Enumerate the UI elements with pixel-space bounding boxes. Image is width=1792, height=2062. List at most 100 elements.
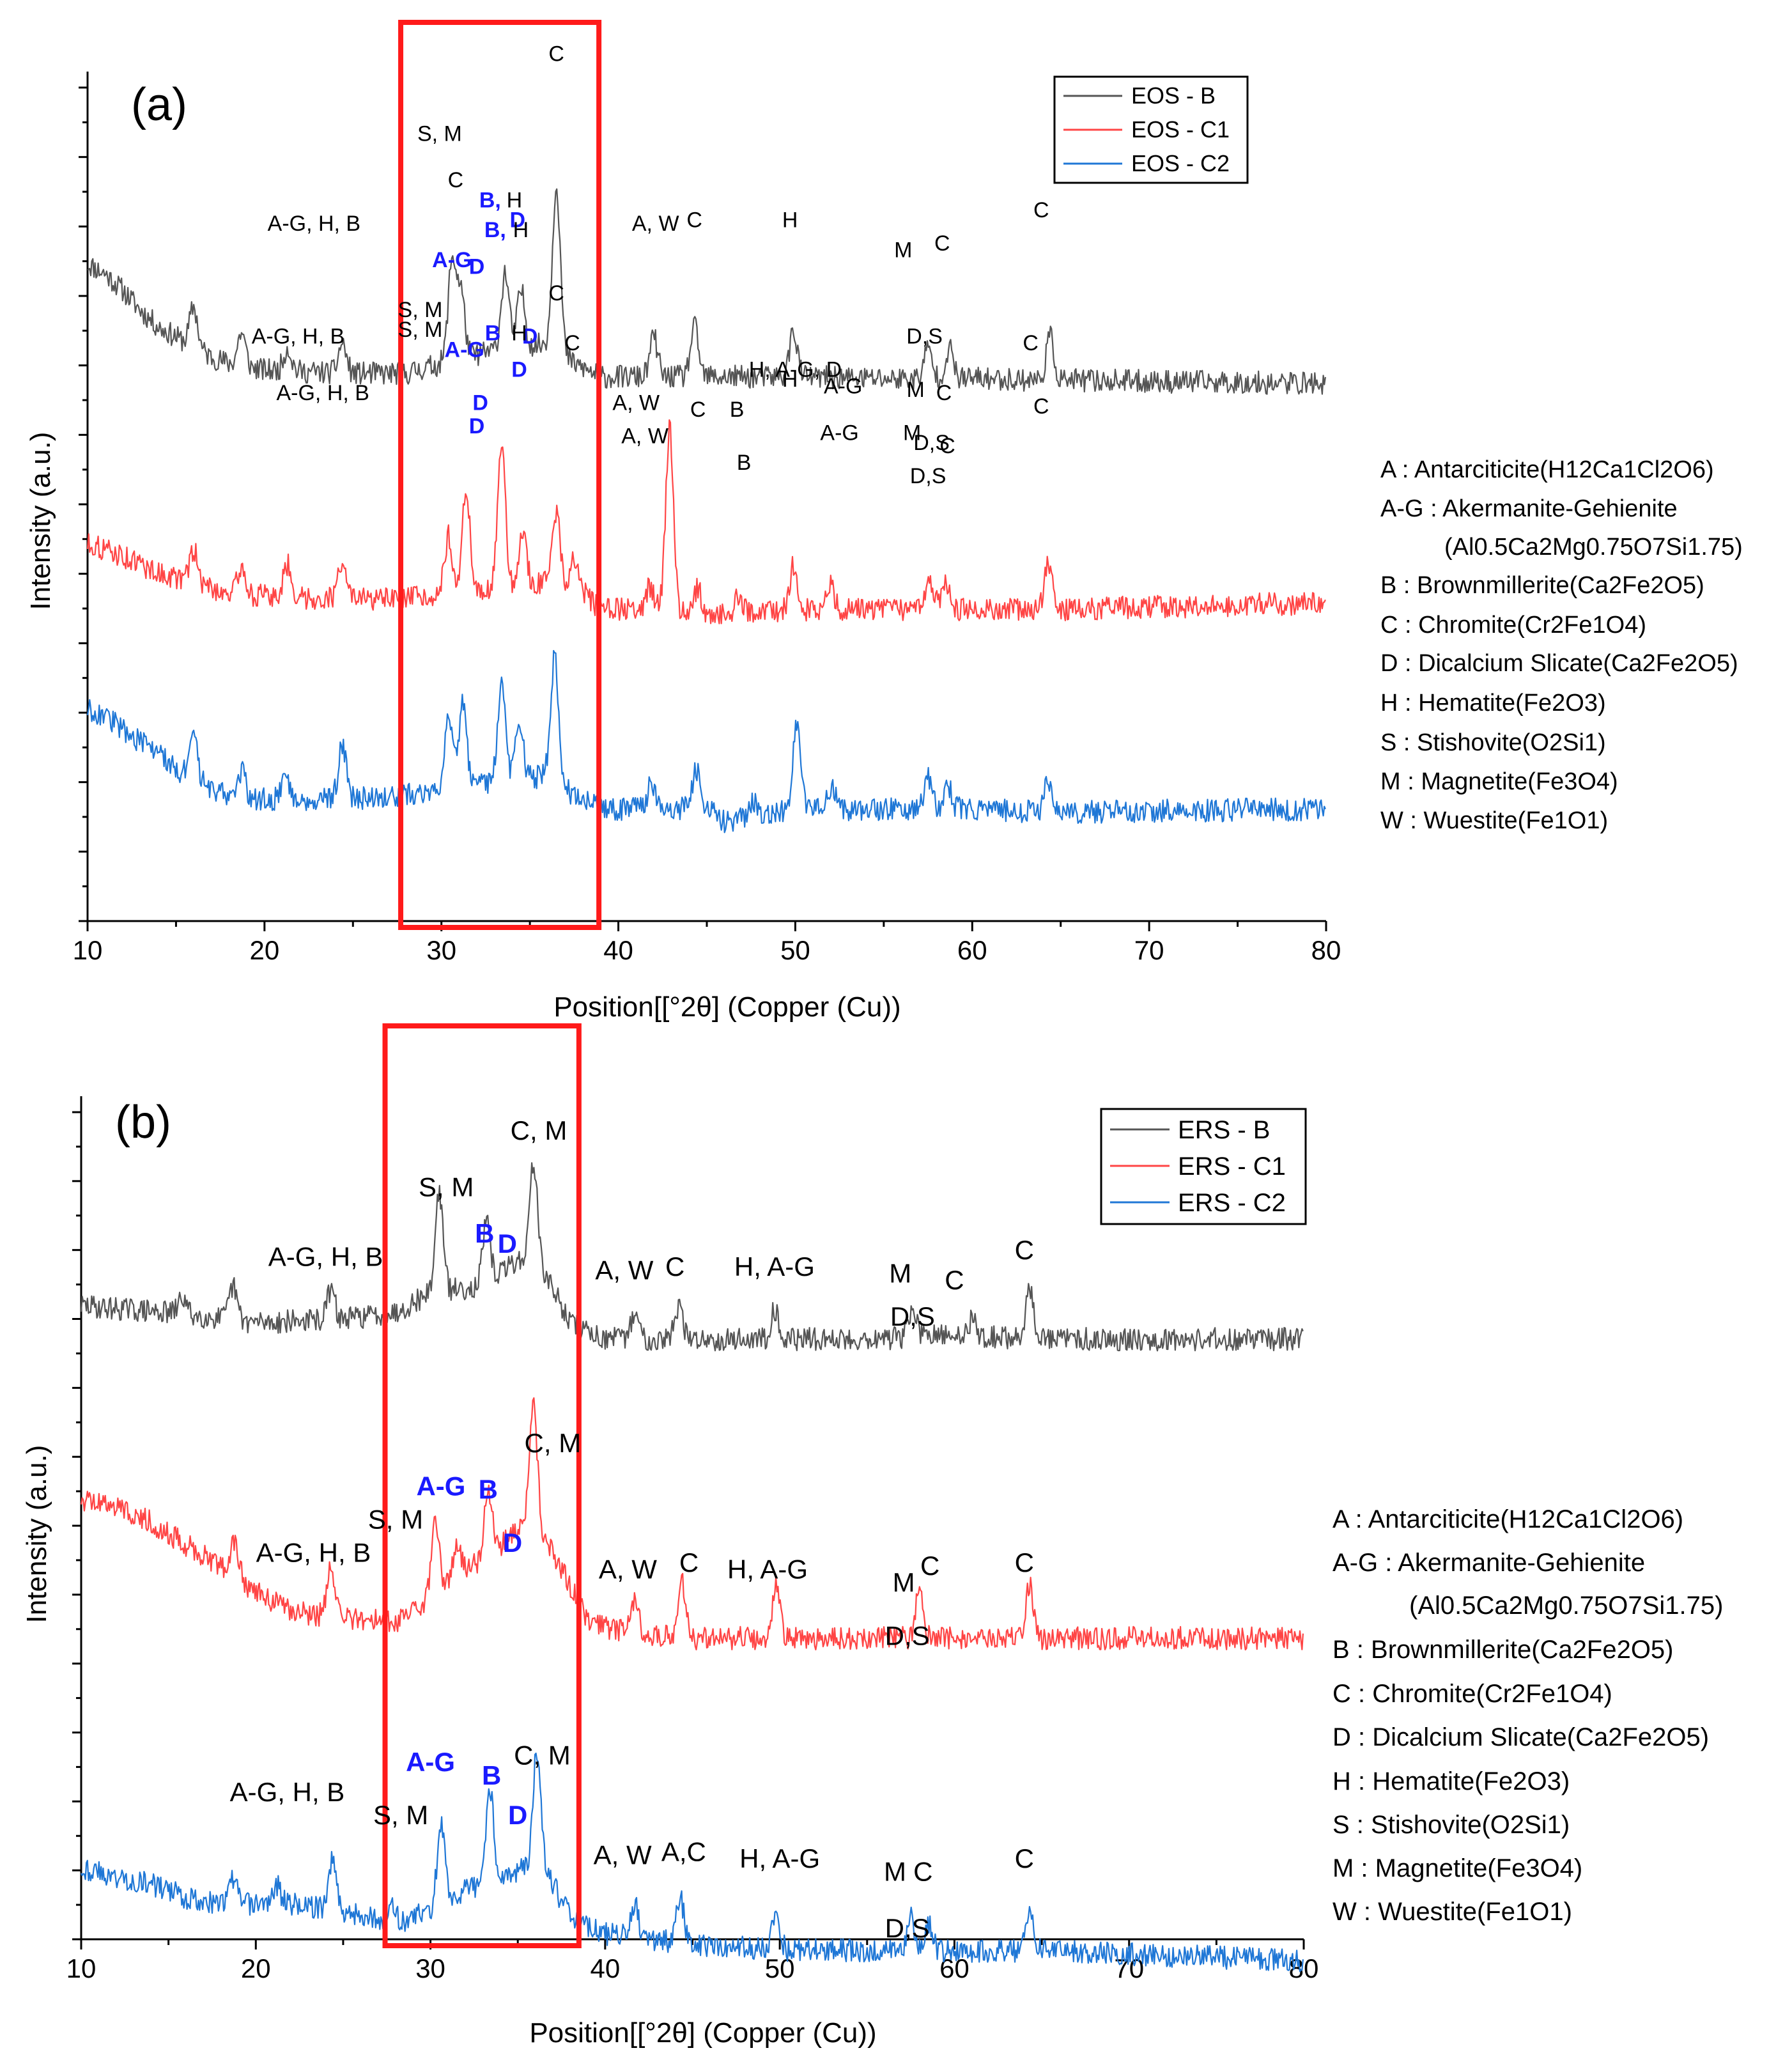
peak-label-a-b: C bbox=[1033, 198, 1049, 222]
peak-label-a-c2: D,S bbox=[910, 464, 946, 488]
x-tick-label-a: 30 bbox=[426, 935, 456, 965]
peak-label-b-c1: C, M bbox=[525, 1428, 582, 1458]
phase-b-dicalcium-silicate: D : Dicalcium Slicate(Ca2Fe2O5) bbox=[1332, 1723, 1709, 1751]
phase-key-b: A : Antarciticite(H12Ca1Cl2O6) A-G : Ake… bbox=[1332, 1505, 1723, 1926]
peak-label-a-b: D bbox=[469, 254, 485, 279]
peak-label-a-c2: H, A-G, D bbox=[749, 358, 842, 382]
phase-a-stishovite: S : Stishovite(O2Si1) bbox=[1380, 729, 1606, 756]
x-tick-label-a: 20 bbox=[249, 935, 279, 965]
peak-label-a-c2: A, W bbox=[621, 424, 668, 449]
peak-label-a-c2: C bbox=[690, 398, 706, 422]
highlight-box-a bbox=[398, 20, 602, 930]
peak-label-b-c2: B bbox=[482, 1760, 501, 1790]
peak-label-b-b: S, M bbox=[419, 1172, 474, 1202]
peak-label-b-c2: C bbox=[1015, 1843, 1034, 1873]
series-line-eos-c2 bbox=[86, 649, 1326, 833]
peak-label-a-c1: D bbox=[472, 391, 488, 415]
phase-b-brownmillerite: B : Brownmillerite(Ca2Fe2O5) bbox=[1332, 1636, 1674, 1664]
peak-label-b-c2: C, M bbox=[514, 1740, 571, 1771]
peak-label-a-c2: A-G bbox=[445, 337, 484, 362]
peak-label-a-c2: A-G bbox=[820, 421, 858, 445]
peak-label-a-c1: C bbox=[548, 281, 564, 306]
peak-label-a-c1: D,S bbox=[913, 431, 950, 455]
phase-b-stishovite: S : Stishovite(O2Si1) bbox=[1332, 1811, 1570, 1839]
peak-label-a-b: A, W bbox=[632, 212, 679, 236]
peak-label-b-c1: A-G bbox=[416, 1471, 465, 1501]
peak-label-b-c1: D,S bbox=[885, 1620, 930, 1650]
peak-label-a-b: H bbox=[782, 208, 798, 233]
phase-a-hematite: H : Hematite(Fe2O3) bbox=[1380, 690, 1606, 717]
phase-a-chromite: C : Chromite(Cr2Fe1O4) bbox=[1380, 612, 1646, 639]
peak-label-a-b: D bbox=[509, 208, 525, 233]
x-tick-label-a: 70 bbox=[1134, 935, 1164, 965]
peak-label-b-c2: H, A-G bbox=[739, 1843, 820, 1873]
peak-label-a-c2: B bbox=[737, 451, 752, 475]
series-group-a bbox=[86, 20, 1326, 930]
x-axis-ticks-b: 10 20 30 40 50 60 70 80 bbox=[66, 1096, 1318, 1983]
peak-label-b-c1: H, A-G bbox=[727, 1554, 808, 1584]
peak-label-b-c1: C bbox=[1015, 1547, 1034, 1578]
phase-b-hematite: H : Hematite(Fe2O3) bbox=[1332, 1767, 1570, 1795]
x-tick-label-b: 50 bbox=[765, 1953, 795, 1983]
peak-label-a-c2: S, M bbox=[398, 318, 443, 342]
peak-label-a-b: C bbox=[448, 168, 464, 192]
phase-a-dicalcium-silicate: D : Dicalcium Slicate(Ca2Fe2O5) bbox=[1380, 650, 1738, 677]
legend-label-eos-c1: EOS - C1 bbox=[1131, 116, 1230, 143]
phase-a-akermanite: A-G : Akermanite-Gehienite bbox=[1380, 495, 1678, 522]
peak-label-b-b: C bbox=[945, 1265, 964, 1295]
peak-label-b-c1: C bbox=[920, 1551, 939, 1581]
peak-label-b-c1: B bbox=[479, 1475, 498, 1505]
peak-label-a-b: S, M bbox=[417, 121, 462, 146]
peak-label-a-c1: C bbox=[1023, 331, 1039, 355]
series-line-eos-c1 bbox=[86, 419, 1326, 624]
peak-label-a-b: M bbox=[894, 238, 912, 262]
y-axis-title-b: Intensity (a.u.) bbox=[21, 1445, 52, 1624]
peak-label-b-c1: A, W bbox=[599, 1554, 657, 1584]
peak-label-b-c1: M bbox=[893, 1567, 915, 1597]
peak-labels-b: C, MS, MB DA-G, H, B A, W C H, A-G M CD,SCC, M… bbox=[230, 1115, 1034, 1943]
peak-label-a-c1: B, bbox=[484, 218, 506, 242]
peak-label-a-c2: D bbox=[469, 414, 485, 438]
peak-label-a-c2: C bbox=[564, 331, 580, 355]
peak-label-b-c1: C bbox=[679, 1547, 699, 1578]
series-group-b bbox=[80, 1023, 1304, 1973]
peak-label-b-c1: A-G, H, B bbox=[256, 1537, 371, 1567]
peak-label-a-c2: B bbox=[485, 321, 501, 345]
peak-label-a-c2: M bbox=[903, 421, 921, 445]
peak-label-a-c2: H bbox=[511, 321, 527, 345]
phase-key-a: A : Antarciticite(H12Ca1Cl2O6) A-G : Ake… bbox=[1380, 456, 1743, 834]
x-tick-label-b: 10 bbox=[66, 1953, 97, 1983]
peak-label-a-b: C bbox=[686, 208, 702, 233]
legend-b: ERS - B ERS - C1 ERS - C2 bbox=[1100, 1108, 1307, 1225]
x-tick-label-a: 40 bbox=[603, 935, 633, 965]
peak-label-a-c1: H bbox=[782, 368, 798, 392]
peak-label-a-c2: D bbox=[511, 358, 527, 382]
phase-b-wuestite: W : Wuestite(Fe1O1) bbox=[1332, 1898, 1572, 1926]
x-tick-label-b: 20 bbox=[241, 1953, 271, 1983]
peak-label-a-c1: H bbox=[513, 218, 529, 242]
phase-a-brownmillerite: B : Brownmillerite(Ca2Fe2O5) bbox=[1380, 572, 1704, 599]
series-line-eos-b bbox=[87, 188, 1326, 395]
peak-label-b-b: A-G, H, B bbox=[268, 1242, 383, 1272]
peak-label-b-b: B bbox=[475, 1218, 494, 1248]
peak-label-b-b: C, M bbox=[511, 1115, 568, 1145]
peak-label-a-c1: A-G bbox=[432, 248, 472, 272]
phase-b-chromite: C : Chromite(Cr2Fe1O4) bbox=[1332, 1680, 1612, 1708]
peak-label-a-c1: C bbox=[936, 381, 952, 405]
series-line-ers-c2 bbox=[81, 1752, 1304, 1973]
peak-label-b-c2: A-G bbox=[406, 1747, 455, 1777]
peak-label-a-b: C bbox=[934, 231, 950, 256]
peak-label-a-c1: A, W bbox=[612, 391, 660, 415]
peak-label-b-c2: C bbox=[913, 1857, 932, 1887]
peak-label-a-c2: A-G, H, B bbox=[276, 381, 369, 405]
peak-label-b-c2: A,C bbox=[661, 1836, 706, 1866]
highlight-box-b bbox=[382, 1023, 582, 1948]
peak-label-b-c2: S, M bbox=[373, 1800, 428, 1830]
peak-label-b-c2: A-G, H, B bbox=[230, 1777, 345, 1807]
phase-b-akermanite: A-G : Akermanite-Gehienite bbox=[1332, 1549, 1645, 1577]
phase-b-akermanite-formula: (Al0.5Ca2Mg0.75O7Si1.75) bbox=[1409, 1592, 1723, 1620]
peak-label-b-b: A, W bbox=[595, 1255, 653, 1285]
peak-label-a-b: A-G, H, B bbox=[268, 212, 360, 236]
x-axis-title-a: Position[[°2θ] (Copper (Cu)) bbox=[553, 991, 900, 1023]
